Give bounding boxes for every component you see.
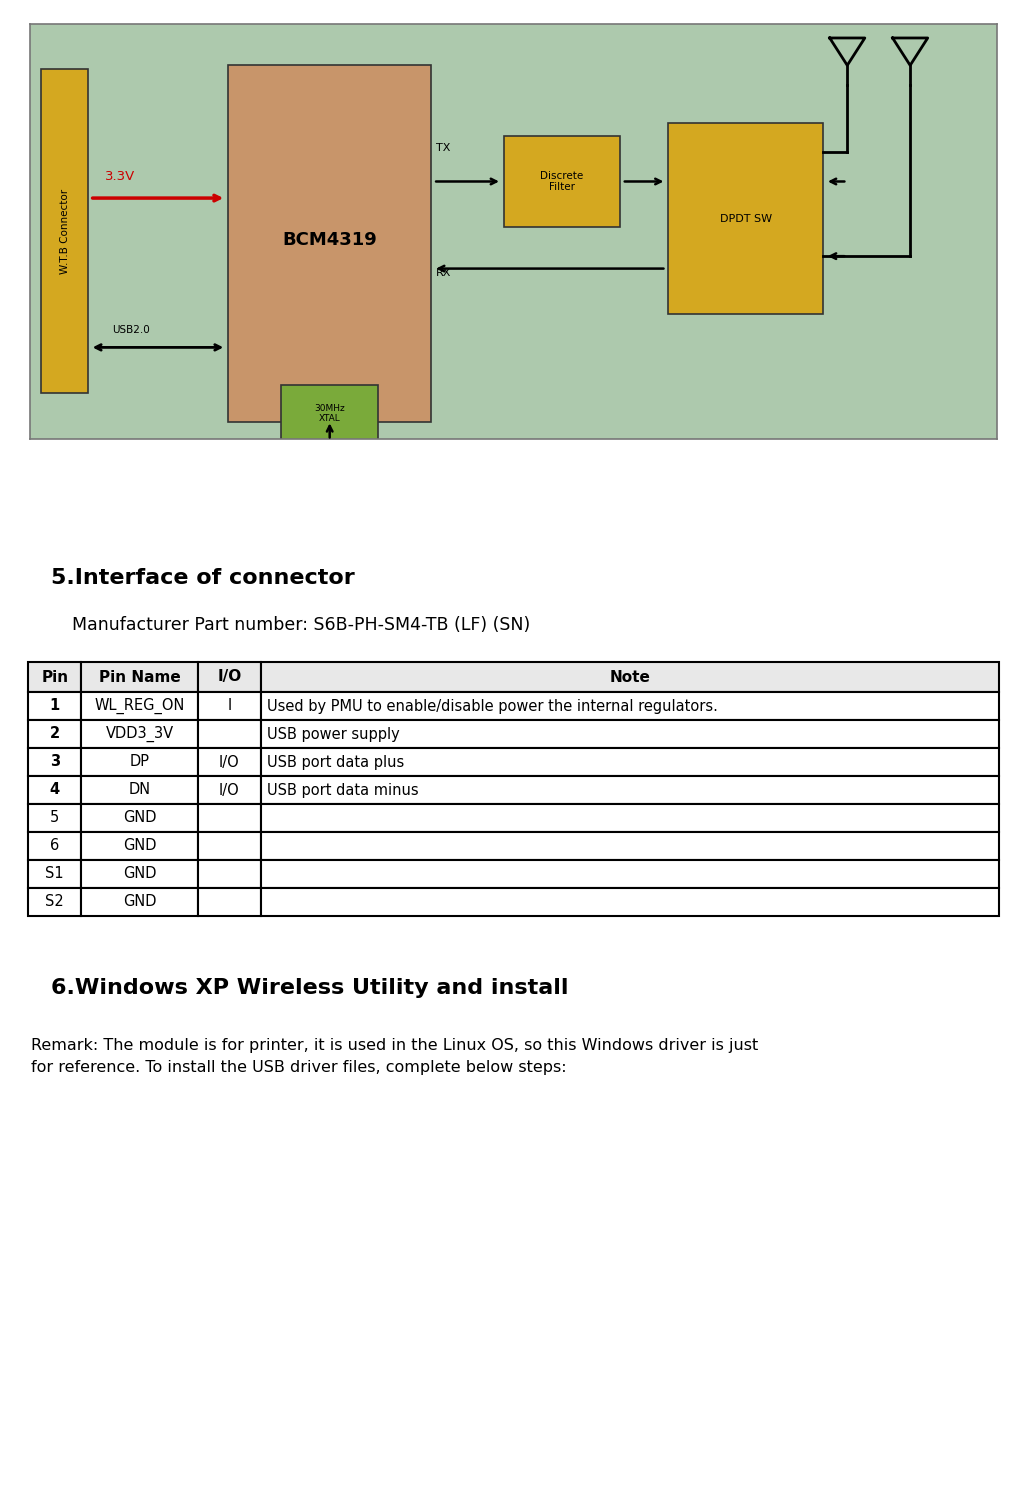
Text: USB port data plus: USB port data plus xyxy=(267,755,405,770)
Text: USB2.0: USB2.0 xyxy=(113,325,150,336)
Bar xyxy=(669,124,823,315)
Bar xyxy=(261,776,999,804)
Bar xyxy=(28,804,81,833)
Text: Manufacturer Part number: S6B-PH-SM4-TB (LF) (SN): Manufacturer Part number: S6B-PH-SM4-TB … xyxy=(72,616,530,634)
Text: S1: S1 xyxy=(45,867,64,882)
Text: I/O: I/O xyxy=(218,670,241,685)
Bar xyxy=(198,662,261,692)
Bar xyxy=(81,662,198,692)
Bar xyxy=(228,66,431,422)
Text: DN: DN xyxy=(128,782,151,798)
Bar xyxy=(81,888,198,916)
Text: GND: GND xyxy=(123,810,156,825)
Text: Pin Name: Pin Name xyxy=(99,670,181,685)
Bar xyxy=(198,888,261,916)
Text: DPDT SW: DPDT SW xyxy=(720,213,771,224)
Bar xyxy=(198,833,261,859)
Bar xyxy=(28,776,81,804)
Bar xyxy=(81,859,198,888)
Bar xyxy=(28,662,81,692)
Text: Pin: Pin xyxy=(41,670,68,685)
Bar xyxy=(81,692,198,721)
Text: GND: GND xyxy=(123,895,156,910)
Bar xyxy=(81,721,198,747)
Text: Remark: The module is for printer, it is used in the Linux OS, so this Windows d: Remark: The module is for printer, it is… xyxy=(31,1038,758,1076)
Text: Note: Note xyxy=(610,670,650,685)
Bar xyxy=(261,833,999,859)
Bar xyxy=(261,888,999,916)
Text: 4: 4 xyxy=(49,782,60,798)
Bar xyxy=(28,888,81,916)
Text: W.T.B Connector: W.T.B Connector xyxy=(60,188,70,275)
Bar xyxy=(28,859,81,888)
Bar xyxy=(504,136,620,227)
Text: USB power supply: USB power supply xyxy=(267,727,400,742)
Bar xyxy=(81,747,198,776)
Text: S2: S2 xyxy=(45,895,64,910)
Bar xyxy=(81,833,198,859)
Text: GND: GND xyxy=(123,839,156,853)
Bar xyxy=(198,804,261,833)
Text: 1: 1 xyxy=(49,698,60,713)
Text: USB port data minus: USB port data minus xyxy=(267,782,419,798)
Text: I: I xyxy=(227,698,232,713)
Text: 6.Windows XP Wireless Utility and install: 6.Windows XP Wireless Utility and instal… xyxy=(51,977,569,998)
Text: RX: RX xyxy=(436,267,452,278)
Text: 30MHz
XTAL: 30MHz XTAL xyxy=(314,404,345,424)
Text: Discrete
Filter: Discrete Filter xyxy=(540,170,583,192)
Text: TX: TX xyxy=(436,143,451,154)
Text: Used by PMU to enable/disable power the internal regulators.: Used by PMU to enable/disable power the … xyxy=(267,698,718,713)
Text: 5.Interface of connector: 5.Interface of connector xyxy=(51,568,355,588)
Bar xyxy=(81,776,198,804)
Text: GND: GND xyxy=(123,867,156,882)
Text: 2: 2 xyxy=(49,727,60,742)
Bar xyxy=(281,385,378,443)
Bar xyxy=(28,833,81,859)
Bar xyxy=(198,721,261,747)
Bar xyxy=(261,721,999,747)
Bar xyxy=(261,747,999,776)
Bar xyxy=(198,747,261,776)
Text: 6: 6 xyxy=(50,839,60,853)
Text: I/O: I/O xyxy=(219,755,240,770)
Bar xyxy=(81,804,198,833)
Bar xyxy=(198,692,261,721)
Bar xyxy=(261,662,999,692)
Text: BCM4319: BCM4319 xyxy=(282,231,377,249)
Bar xyxy=(41,70,88,392)
Text: VDD3_3V: VDD3_3V xyxy=(106,727,174,742)
Text: WL_REG_ON: WL_REG_ON xyxy=(94,698,185,715)
Text: DP: DP xyxy=(129,755,150,770)
Bar xyxy=(261,804,999,833)
Bar xyxy=(198,776,261,804)
Bar xyxy=(28,747,81,776)
Text: I/O: I/O xyxy=(219,782,240,798)
Bar xyxy=(261,859,999,888)
Bar xyxy=(198,859,261,888)
Text: 3.3V: 3.3V xyxy=(105,170,136,184)
Bar xyxy=(261,692,999,721)
Text: 5: 5 xyxy=(50,810,60,825)
Bar xyxy=(28,692,81,721)
Text: 3: 3 xyxy=(49,755,60,770)
Bar xyxy=(28,721,81,747)
